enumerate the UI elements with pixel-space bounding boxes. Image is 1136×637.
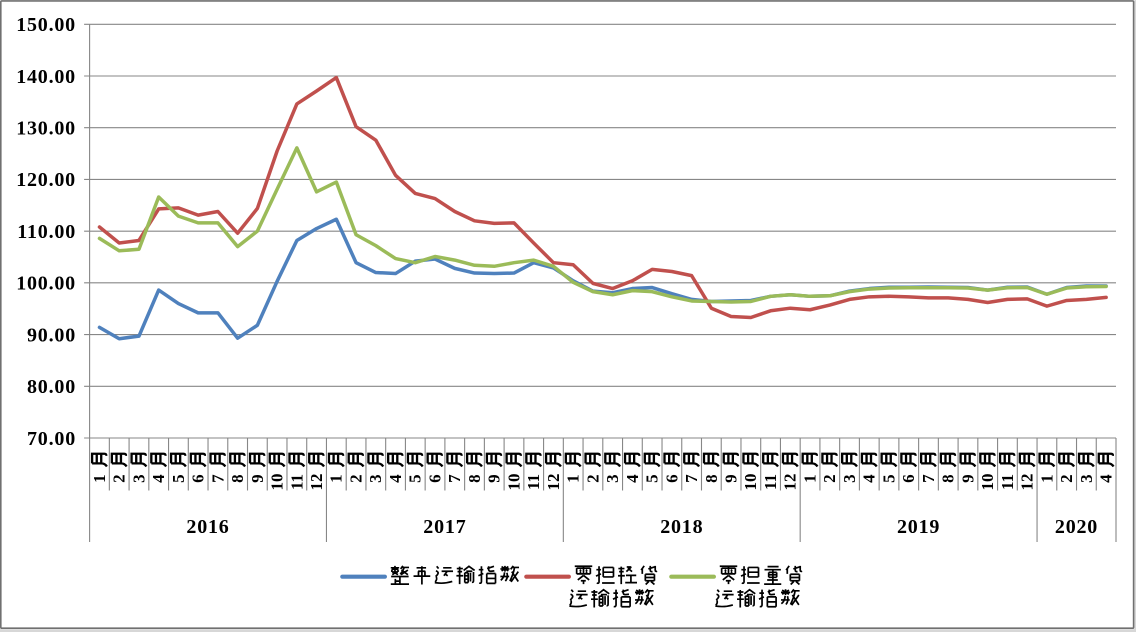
svg-text:7: 7: [919, 474, 938, 483]
svg-text:140.00: 140.00: [16, 66, 76, 88]
svg-text:100.00: 100.00: [16, 273, 76, 295]
svg-text:8: 8: [702, 474, 721, 483]
svg-text:110.00: 110.00: [17, 221, 76, 243]
svg-text:6: 6: [425, 474, 444, 483]
svg-text:3: 3: [129, 474, 148, 483]
svg-text:2019: 2019: [897, 516, 940, 538]
svg-text:2018: 2018: [660, 516, 703, 538]
svg-text:5: 5: [406, 474, 425, 483]
svg-text:5: 5: [643, 474, 662, 483]
svg-text:6: 6: [899, 474, 918, 483]
svg-text:10: 10: [504, 474, 523, 491]
svg-text:80.00: 80.00: [27, 376, 76, 398]
svg-text:7: 7: [445, 474, 464, 483]
svg-text:7: 7: [682, 474, 701, 483]
svg-text:2017: 2017: [423, 516, 466, 538]
svg-text:2016: 2016: [186, 516, 229, 538]
svg-text:10: 10: [268, 474, 287, 491]
svg-text:3: 3: [840, 474, 859, 483]
svg-text:12: 12: [1018, 474, 1037, 491]
svg-text:10: 10: [978, 474, 997, 491]
svg-text:8: 8: [228, 474, 247, 483]
svg-text:12: 12: [781, 474, 800, 491]
svg-text:90.00: 90.00: [27, 324, 76, 346]
svg-text:9: 9: [958, 474, 977, 483]
svg-text:2: 2: [1057, 474, 1076, 483]
svg-text:70.00: 70.00: [27, 428, 76, 450]
svg-text:4: 4: [860, 474, 879, 483]
svg-text:150.00: 150.00: [16, 14, 76, 36]
svg-text:120.00: 120.00: [16, 169, 76, 191]
svg-text:6: 6: [662, 474, 681, 483]
svg-text:130.00: 130.00: [16, 118, 76, 140]
svg-text:4: 4: [623, 474, 642, 483]
svg-text:2: 2: [346, 474, 365, 483]
svg-text:2020: 2020: [1055, 516, 1098, 538]
svg-text:8: 8: [939, 474, 958, 483]
svg-text:5: 5: [879, 474, 898, 483]
svg-text:11: 11: [761, 474, 780, 490]
svg-text:9: 9: [248, 474, 267, 483]
svg-text:2: 2: [110, 474, 129, 483]
svg-text:9: 9: [485, 474, 504, 483]
svg-text:4: 4: [386, 474, 405, 483]
svg-text:11: 11: [998, 474, 1017, 490]
svg-text:2: 2: [583, 474, 602, 483]
svg-text:8: 8: [465, 474, 484, 483]
svg-text:3: 3: [603, 474, 622, 483]
svg-text:11: 11: [287, 474, 306, 490]
svg-text:6: 6: [189, 474, 208, 483]
svg-text:12: 12: [307, 474, 326, 491]
svg-text:1: 1: [90, 474, 109, 483]
svg-text:7: 7: [208, 474, 227, 483]
svg-text:1: 1: [1037, 474, 1056, 483]
svg-text:1: 1: [564, 474, 583, 483]
svg-text:3: 3: [1077, 474, 1096, 483]
svg-text:3: 3: [366, 474, 385, 483]
svg-text:4: 4: [1097, 474, 1116, 483]
svg-text:10: 10: [741, 474, 760, 491]
svg-text:9: 9: [722, 474, 741, 483]
svg-text:11: 11: [524, 474, 543, 490]
svg-text:5: 5: [169, 474, 188, 483]
svg-text:4: 4: [149, 474, 168, 483]
svg-text:2: 2: [820, 474, 839, 483]
svg-text:12: 12: [544, 474, 563, 491]
svg-text:1: 1: [800, 474, 819, 483]
svg-text:1: 1: [327, 474, 346, 483]
